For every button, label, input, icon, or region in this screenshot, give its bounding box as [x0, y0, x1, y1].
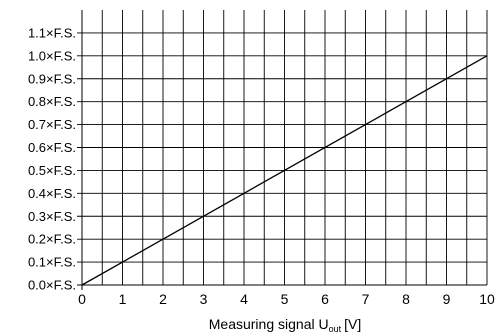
y-tick-label: 0.9×F.S. [28, 71, 76, 86]
x-tick-label: 0 [78, 291, 86, 307]
y-tick-label: 1.1×F.S. [28, 25, 76, 40]
x-tick-label: 9 [443, 291, 451, 307]
y-tick-label: 0.1×F.S. [28, 255, 76, 270]
x-tick-labels: 0 1 2 3 4 5 6 7 8 9 10 [78, 291, 495, 307]
series-line [81, 55, 488, 286]
y-tick-label: 0.2×F.S. [28, 232, 76, 247]
x-axis-label-unit: [V] [344, 316, 361, 332]
x-tick-label: 8 [402, 291, 410, 307]
y-tick-label: 0.5×F.S. [28, 163, 76, 178]
y-tick-labels: 0.0×F.S. 0.1×F.S. 0.2×F.S. 0.3×F.S. 0.4×F.S.… [28, 25, 76, 292]
x-axis-label-main: Measuring signal U [209, 316, 329, 332]
x-tick-label: 5 [281, 291, 289, 307]
y-tick-label: 0.7×F.S. [28, 117, 76, 132]
x-axis-label: Measuring signal Uout [V] [209, 316, 361, 334]
x-axis-label-subscript: out [329, 324, 342, 334]
x-tick-label: 3 [200, 291, 208, 307]
x-tick-label: 6 [321, 291, 329, 307]
x-tick-label: 2 [159, 291, 167, 307]
x-tick-label: 10 [479, 291, 495, 307]
y-tick-label: 1.0×F.S. [28, 48, 76, 63]
axes [77, 10, 487, 290]
y-tick-label: 0.0×F.S. [28, 278, 76, 293]
grid [77, 10, 488, 285]
x-tick-label: 1 [119, 291, 127, 307]
x-tick-label: 4 [240, 291, 248, 307]
x-tick-label: 7 [362, 291, 370, 307]
y-tick-label: 0.6×F.S. [28, 140, 76, 155]
y-tick-label: 0.4×F.S. [28, 186, 76, 201]
series [81, 55, 488, 286]
y-tick-label: 0.3×F.S. [28, 209, 76, 224]
y-tick-label: 0.8×F.S. [28, 94, 76, 109]
